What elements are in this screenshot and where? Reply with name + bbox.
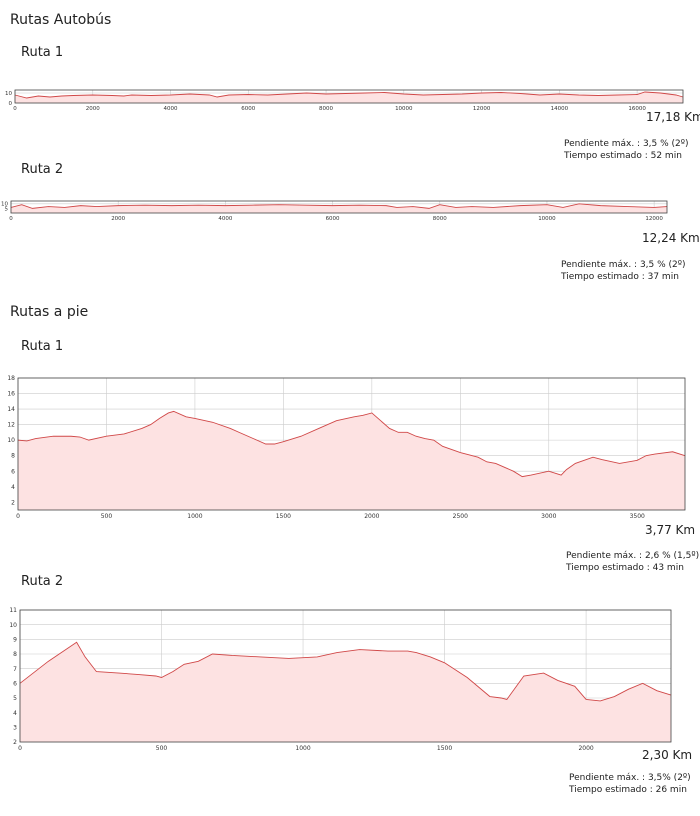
route-slope-walk2: Pendiente máx. : 3,5% (2º) bbox=[569, 773, 691, 783]
x-tick-label-walk1-3: 1500 bbox=[276, 513, 291, 520]
y-tick-label-walk1-7: 16 bbox=[7, 391, 15, 398]
area-walk2 bbox=[20, 642, 671, 742]
y-tick-label-walk1-2: 6 bbox=[11, 468, 15, 475]
series-line-walk1 bbox=[17, 410, 686, 478]
x-tick-label-bus2-6: 12000 bbox=[645, 216, 663, 222]
route-info-walk1: Pendiente máx. : 2,6 % (1,5º) Tiempo est… bbox=[566, 550, 699, 574]
route-label-bus2: Ruta 2 bbox=[21, 162, 64, 177]
x-tick-label-bus2-4: 8000 bbox=[433, 216, 447, 222]
route-info-bus1: Pendiente máx. : 3,5 % (2º) Tiempo estim… bbox=[564, 138, 689, 162]
route-label-walk2: Ruta 2 bbox=[21, 574, 64, 589]
x-tick-label-bus2-1: 2000 bbox=[111, 216, 125, 222]
y-tick-label-bus2-0: 5 bbox=[5, 206, 9, 212]
x-tick-label-walk1-5: 2500 bbox=[453, 513, 468, 520]
x-tick-label-bus1-3: 6000 bbox=[241, 106, 255, 112]
route-distance-bus1: 17,18 Km bbox=[646, 110, 700, 124]
x-tick-label-bus2-0: 0 bbox=[9, 216, 13, 222]
y-tick-label-walk1-0: 2 bbox=[11, 499, 15, 506]
x-tick-label-bus1-5: 10000 bbox=[395, 106, 413, 112]
y-tick-label-walk2-4: 6 bbox=[13, 680, 17, 687]
plot-frame-walk1 bbox=[17, 377, 686, 511]
x-tick-label-walk1-0: 0 bbox=[16, 513, 20, 520]
x-tick-label-bus1-7: 14000 bbox=[551, 106, 569, 112]
y-tick-label-walk1-3: 8 bbox=[11, 453, 15, 460]
y-tick-label-walk2-7: 9 bbox=[13, 636, 17, 643]
y-tick-label-walk2-6: 8 bbox=[13, 651, 17, 658]
x-tick-label-bus1-4: 8000 bbox=[319, 106, 333, 112]
series-line-bus2 bbox=[10, 203, 668, 209]
x-tick-label-walk2-3: 1500 bbox=[437, 745, 452, 752]
route-slope-walk1: Pendiente máx. : 2,6 % (1,5º) bbox=[566, 551, 700, 561]
x-tick-label-bus2-2: 4000 bbox=[218, 216, 232, 222]
x-tick-label-walk1-1: 500 bbox=[101, 513, 113, 520]
y-tick-label-walk1-4: 10 bbox=[7, 437, 15, 444]
y-tick-label-walk1-5: 12 bbox=[7, 422, 15, 429]
y-tick-label-bus2-1: 10 bbox=[1, 202, 8, 208]
chart-walk1: 0 500 1000 1500 2000 2500 3000 3500 2 4 6 8 10 12 14 16… bbox=[7, 375, 686, 520]
y-tick-label-walk2-0: 2 bbox=[13, 739, 17, 746]
series-line-walk2 bbox=[19, 641, 672, 702]
x-tick-label-walk2-4: 2000 bbox=[578, 745, 593, 752]
x-tick-label-bus1-2: 4000 bbox=[164, 106, 178, 112]
route-time-walk1: Tiempo estimado : 43 min bbox=[566, 563, 684, 573]
y-tick-label-bus1-0: 0 bbox=[9, 101, 13, 107]
x-tick-label-bus1-6: 12000 bbox=[473, 106, 491, 112]
y-tick-label-walk1-6: 14 bbox=[7, 406, 15, 413]
x-tick-label-walk2-0: 0 bbox=[18, 745, 22, 752]
y-tick-label-walk2-8: 10 bbox=[9, 622, 17, 629]
plot-frame-bus1 bbox=[14, 89, 684, 104]
x-tick-label-bus2-5: 10000 bbox=[538, 216, 556, 222]
x-tick-label-bus1-0: 0 bbox=[13, 106, 17, 112]
x-tick-label-walk2-1: 500 bbox=[156, 745, 168, 752]
area-bus2 bbox=[11, 203, 667, 213]
y-tick-label-walk1-1: 4 bbox=[11, 484, 15, 491]
x-tick-label-walk1-7: 3500 bbox=[630, 513, 645, 520]
route-info-bus2: Pendiente máx. : 3,5 % (2º) Tiempo estim… bbox=[561, 259, 686, 283]
route-label-bus1: Ruta 1 bbox=[21, 45, 64, 60]
y-tick-label-bus1-1: 10 bbox=[5, 91, 12, 97]
route-distance-walk1: 3,77 Km bbox=[645, 523, 696, 537]
area-walk1 bbox=[18, 411, 685, 510]
y-tick-label-walk2-1: 3 bbox=[13, 724, 17, 731]
route-info-walk2: Pendiente máx. : 3,5% (2º) Tiempo estima… bbox=[569, 772, 691, 796]
route-slope-bus1: Pendiente máx. : 3,5 % (2º) bbox=[564, 139, 689, 149]
y-tick-label-walk1-8: 18 bbox=[7, 375, 15, 382]
x-tick-label-walk1-6: 3000 bbox=[541, 513, 556, 520]
x-tick-label-bus1-8: 16000 bbox=[628, 106, 646, 112]
x-tick-label-bus2-3: 6000 bbox=[326, 216, 340, 222]
route-time-bus2: Tiempo estimado : 37 min bbox=[561, 272, 679, 282]
plot-frame-walk2 bbox=[19, 609, 672, 743]
route-time-walk2: Tiempo estimado : 26 min bbox=[569, 785, 687, 795]
route-label-walk1: Ruta 1 bbox=[21, 339, 64, 354]
route-distance-walk2: 2,30 Km bbox=[642, 748, 693, 762]
chart-bus1: 0 2000 4000 6000 8000 10000 12000 14000 16000 0 10 bbox=[5, 89, 684, 112]
route-distance-bus2: 12,24 Km bbox=[642, 231, 700, 245]
y-tick-label-walk2-2: 4 bbox=[13, 710, 17, 717]
section-title-bus: Rutas Autobús bbox=[10, 12, 112, 28]
y-tick-label-walk2-5: 7 bbox=[13, 666, 17, 673]
chart-walk2: 0 500 1000 1500 2000 2 3 4 5 6 7 8 9 10 11 bbox=[9, 607, 672, 752]
y-tick-label-walk2-9: 11 bbox=[9, 607, 17, 614]
x-tick-label-walk1-2: 1000 bbox=[187, 513, 202, 520]
x-tick-label-walk1-4: 2000 bbox=[364, 513, 379, 520]
route-time-bus1: Tiempo estimado : 52 min bbox=[564, 151, 682, 161]
x-tick-label-bus1-1: 2000 bbox=[86, 106, 100, 112]
plot-frame-bus2 bbox=[10, 200, 668, 214]
x-tick-label-walk2-2: 1000 bbox=[295, 745, 310, 752]
y-tick-label-walk2-3: 5 bbox=[13, 695, 17, 702]
section-title-walk: Rutas a pie bbox=[10, 304, 89, 320]
chart-bus2: 0 2000 4000 6000 8000 10000 12000 510 bbox=[1, 200, 668, 222]
series-line-bus1 bbox=[14, 91, 684, 99]
route-slope-bus2: Pendiente máx. : 3,5 % (2º) bbox=[561, 260, 686, 270]
